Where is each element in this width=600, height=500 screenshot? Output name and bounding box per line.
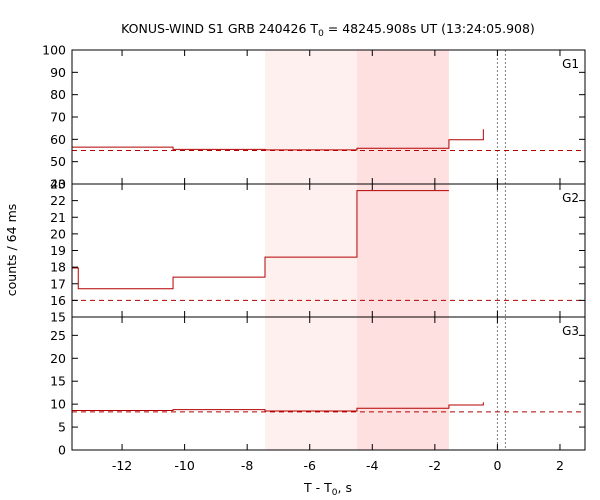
frame-layer <box>71 49 586 451</box>
xtick-label: -8 <box>241 458 254 473</box>
xtick-label: 0 <box>493 458 501 473</box>
background-layer <box>265 50 506 450</box>
g2-ytick-label: 19 <box>50 243 66 258</box>
g3-panel-frame <box>71 316 586 451</box>
g3-ytick-label: 5 <box>58 420 66 435</box>
g1-ytick-label: 90 <box>50 65 66 80</box>
g1-ytick-label: 50 <box>50 154 66 169</box>
text-layer: KONUS-WIND S1 GRB 240426 T0 = 48245.908s… <box>4 21 579 498</box>
chart-title: KONUS-WIND S1 GRB 240426 T0 = 48245.908s… <box>121 21 535 39</box>
g2-lightcurve <box>72 190 449 290</box>
g2-ytick-label: 17 <box>50 276 66 291</box>
xtick-label: -12 <box>112 458 132 473</box>
g3-lightcurve <box>72 402 484 412</box>
g1-lightcurve <box>72 129 484 151</box>
g2-ytick-label: 18 <box>50 260 66 275</box>
g2-ytick-label: 23 <box>50 177 66 192</box>
g2-ytick-label: 22 <box>50 193 66 208</box>
g1-ytick-label: 40 <box>50 177 66 192</box>
g2-ytick-label: 20 <box>50 226 66 241</box>
xtick-label: -4 <box>366 458 379 473</box>
xtick-label: -10 <box>174 458 194 473</box>
g3-ytick-label: 10 <box>50 397 66 412</box>
g2-ytick-label: 16 <box>50 293 66 308</box>
y-axis-label: counts / 64 ms <box>4 204 19 297</box>
x-axis-label: T - T0, s <box>303 480 352 498</box>
shaded-region-1 <box>265 50 357 450</box>
g3-ytick-label: 0 <box>58 443 66 458</box>
xtick-label: 2 <box>556 458 564 473</box>
shaded-region-2 <box>356 50 449 450</box>
g2-panel-label: G2 <box>562 191 579 205</box>
g1-ytick-label: 80 <box>50 87 66 102</box>
g3-ytick-label: 20 <box>50 351 66 366</box>
g1-ytick-label: 60 <box>50 132 66 147</box>
g3-ytick-label: 15 <box>50 374 66 389</box>
g2-ytick-label: 15 <box>50 310 66 325</box>
g2-ytick-label: 21 <box>50 210 66 225</box>
g3-panel-label: G3 <box>562 324 579 338</box>
xtick-label: -6 <box>303 458 316 473</box>
g1-panel-label: G1 <box>562 57 579 71</box>
xtick-label: -2 <box>429 458 441 473</box>
g1-ytick-label: 70 <box>50 110 66 125</box>
plot-layer <box>72 129 585 413</box>
g3-ytick-label: 25 <box>50 328 66 343</box>
g1-ytick-label: 100 <box>42 43 66 58</box>
